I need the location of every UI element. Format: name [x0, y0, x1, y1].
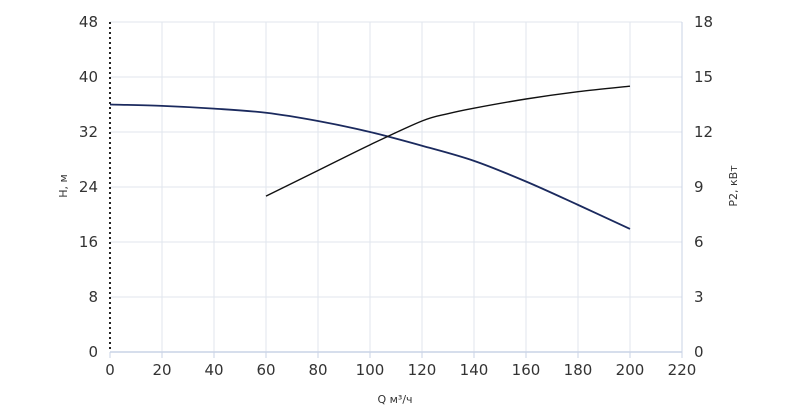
y-right-tick-label: 0 [694, 343, 704, 361]
x-tick-label: 40 [204, 361, 223, 379]
y-left-tick-label: 0 [88, 343, 98, 361]
x-tick-label: 100 [356, 361, 385, 379]
x-tick-label: 120 [408, 361, 437, 379]
y-right-tick-label: 9 [694, 178, 704, 196]
y-right-tick-label: 15 [694, 68, 713, 86]
x-tick-label: 200 [616, 361, 645, 379]
x-tick-label: 180 [564, 361, 593, 379]
x-tick-label: 80 [308, 361, 327, 379]
y-right-tick-label: 18 [694, 13, 713, 31]
grid-lines [110, 21, 683, 352]
y-left-tick-label: 8 [88, 288, 98, 306]
x-tick-label: 60 [256, 361, 275, 379]
power-curve [265, 85, 631, 197]
series-lines [109, 85, 631, 230]
x-axis-title: Q м³/ч [377, 393, 412, 406]
y-left-tick-label: 40 [79, 68, 98, 86]
y-left-tick-label: 24 [79, 178, 98, 196]
y-axis-right-title: P2, кВт [727, 165, 740, 207]
axes [109, 22, 683, 358]
y-left-tick-label: 16 [79, 233, 98, 251]
y-axis-left-title: H, м [57, 174, 70, 198]
x-tick-label: 20 [152, 361, 171, 379]
tick-labels: 0 20 40 60 80 100 120 140 160 180 200 2200816243240… [79, 13, 713, 379]
y-right-tick-label: 12 [694, 123, 713, 141]
x-tick-label: 0 [105, 361, 115, 379]
x-tick-label: 140 [460, 361, 489, 379]
head-curve [109, 103, 631, 230]
x-tick-label: 220 [668, 361, 697, 379]
y-right-tick-label: 6 [694, 233, 704, 251]
y-left-tick-label: 32 [79, 123, 98, 141]
y-right-tick-label: 3 [694, 288, 704, 306]
y-left-tick-label: 48 [79, 13, 98, 31]
x-tick-label: 160 [512, 361, 541, 379]
